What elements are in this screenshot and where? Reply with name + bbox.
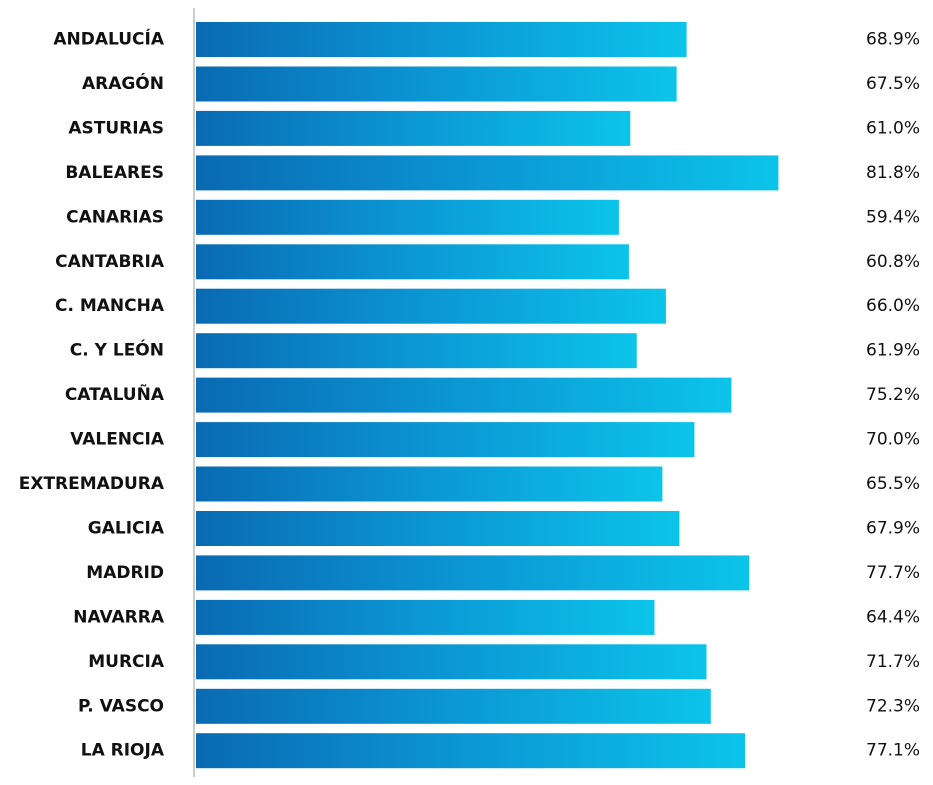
- value-label: 75.2%: [866, 385, 920, 405]
- bar: [196, 22, 687, 57]
- value-label: 61.9%: [866, 341, 920, 361]
- value-label: 71.7%: [866, 652, 920, 672]
- value-labels-group: 68.9% 67.5% 61.0% 81.8% 59.4% 60.8% 66.0% 61.9%…: [866, 30, 920, 761]
- category-label: MADRID: [86, 563, 164, 583]
- value-label: 66.0%: [866, 296, 920, 316]
- bar: [196, 244, 629, 280]
- bar: [196, 422, 695, 458]
- category-label: VALENCIA: [70, 430, 165, 450]
- bar: [196, 511, 680, 546]
- bar: [196, 377, 732, 413]
- value-label: 59.4%: [866, 207, 920, 227]
- bar: [196, 555, 750, 591]
- category-label: NAVARRA: [73, 607, 165, 627]
- category-label: MURCIA: [88, 652, 165, 672]
- value-label: 67.5%: [866, 74, 920, 94]
- value-label: 67.9%: [866, 519, 920, 539]
- value-label: 60.8%: [866, 252, 920, 272]
- category-label: ARAGÓN: [82, 72, 164, 94]
- bar: [196, 199, 619, 235]
- value-label: 77.7%: [866, 563, 920, 583]
- category-label: C. Y LEÓN: [70, 339, 164, 361]
- bar: [196, 466, 663, 502]
- bar: [196, 333, 637, 369]
- value-label: 72.3%: [866, 696, 920, 716]
- value-label: 81.8%: [866, 163, 920, 183]
- value-label: 70.0%: [866, 430, 920, 450]
- category-label: GALICIA: [88, 519, 165, 539]
- value-label: 65.5%: [866, 474, 920, 494]
- bar: [196, 733, 745, 769]
- category-label: CANARIAS: [66, 207, 164, 227]
- bar: [196, 644, 707, 680]
- bar: [196, 66, 677, 102]
- value-label: 77.1%: [866, 741, 920, 761]
- bar: [196, 599, 655, 635]
- category-labels-group: ANDALUCÍA ARAGÓN ASTURIAS BALEARES CANARIAS C…: [19, 28, 165, 761]
- bar: [196, 155, 779, 191]
- bars-group: [196, 22, 779, 769]
- category-label: CATALUÑA: [65, 382, 165, 405]
- value-label: 68.9%: [866, 30, 920, 50]
- bar: [196, 688, 711, 724]
- category-label: ANDALUCÍA: [53, 28, 164, 50]
- category-label: EXTREMADURA: [19, 474, 165, 494]
- category-label: LA RIOJA: [81, 741, 165, 761]
- bar: [196, 288, 666, 324]
- value-label: 61.0%: [866, 118, 920, 138]
- category-label: C. MANCHA: [55, 296, 165, 316]
- category-label: P. VASCO: [78, 696, 164, 716]
- category-label: CANTABRIA: [55, 252, 165, 272]
- bar: [196, 110, 631, 146]
- category-label: ASTURIAS: [68, 118, 164, 138]
- value-label: 64.4%: [866, 607, 920, 627]
- category-label: BALEARES: [65, 163, 164, 183]
